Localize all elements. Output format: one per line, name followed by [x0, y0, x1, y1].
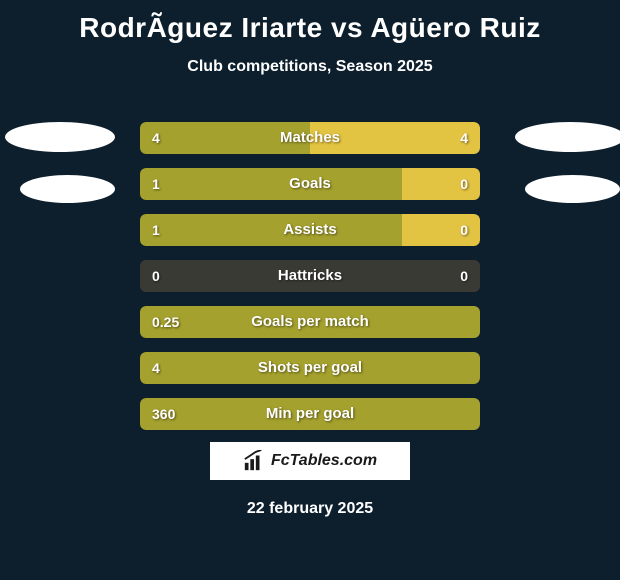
stat-row: 4Shots per goal — [140, 352, 480, 384]
stat-label: Assists — [140, 214, 480, 246]
stat-row: 1Assists0 — [140, 214, 480, 246]
stat-label: Matches — [140, 122, 480, 154]
stat-row: 0.25Goals per match — [140, 306, 480, 338]
stat-row: 1Goals0 — [140, 168, 480, 200]
stat-value-right: 0 — [460, 168, 468, 200]
logo-box: FcTables.com — [210, 442, 410, 480]
logo-text: FcTables.com — [271, 452, 377, 470]
stats-bars: 4Matches41Goals01Assists00Hattricks00.25… — [140, 122, 480, 444]
title: RodrÃ­guez Iriarte vs Agüero Ruiz — [0, 0, 620, 44]
subtitle: Club competitions, Season 2025 — [0, 58, 620, 76]
stat-value-right: 0 — [460, 260, 468, 292]
player-left-shape-2 — [20, 175, 115, 203]
stat-label: Hattricks — [140, 260, 480, 292]
player-left-shape-1 — [5, 122, 115, 152]
stat-label: Min per goal — [140, 398, 480, 430]
stat-label: Goals — [140, 168, 480, 200]
stat-label: Shots per goal — [140, 352, 480, 384]
comparison-card: RodrÃ­guez Iriarte vs Agüero Ruiz Club c… — [0, 0, 620, 580]
stat-row: 4Matches4 — [140, 122, 480, 154]
stat-value-right: 0 — [460, 214, 468, 246]
stat-row: 0Hattricks0 — [140, 260, 480, 292]
date: 22 february 2025 — [0, 500, 620, 518]
stat-value-right: 4 — [460, 122, 468, 154]
stat-row: 360Min per goal — [140, 398, 480, 430]
stat-label: Goals per match — [140, 306, 480, 338]
chart-icon — [243, 450, 265, 472]
player-right-shape-1 — [515, 122, 620, 152]
player-right-shape-2 — [525, 175, 620, 203]
